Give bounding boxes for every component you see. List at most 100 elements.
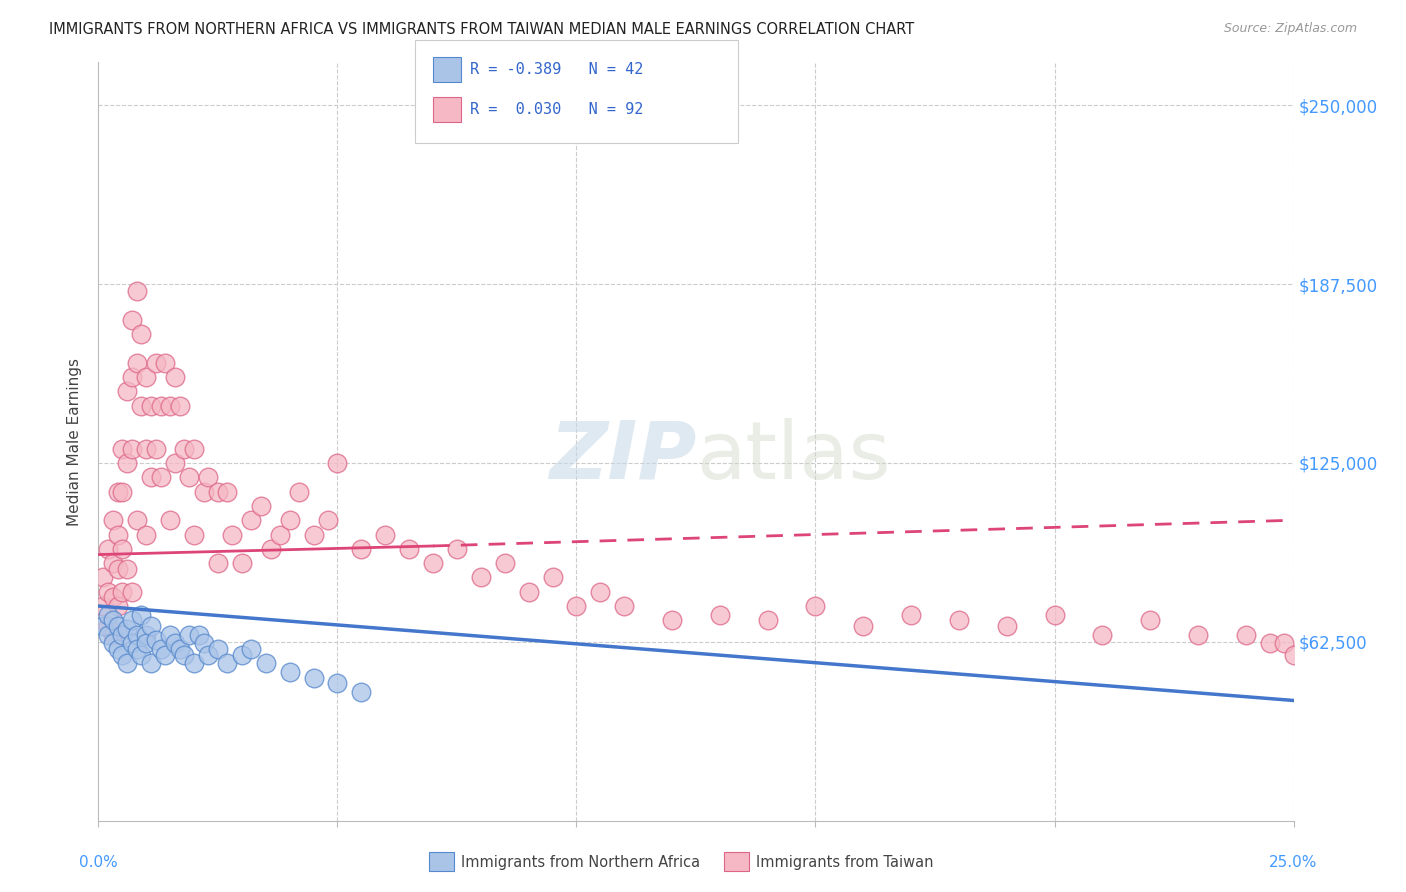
- Point: [139, 619, 162, 633]
- Point: [254, 657, 277, 671]
- Point: [101, 628, 124, 642]
- Point: [173, 442, 195, 456]
- Point: [422, 556, 444, 570]
- Point: [155, 648, 177, 662]
- Point: [250, 499, 273, 513]
- Point: [589, 584, 612, 599]
- Point: [1139, 613, 1161, 627]
- Point: [374, 527, 396, 541]
- Point: [326, 456, 349, 470]
- Point: [240, 513, 263, 527]
- Point: [121, 613, 143, 627]
- Point: [1043, 607, 1066, 622]
- Point: [900, 607, 922, 622]
- Point: [115, 657, 138, 671]
- Text: R = -0.389   N = 42: R = -0.389 N = 42: [470, 62, 643, 77]
- Point: [302, 527, 325, 541]
- Point: [135, 636, 157, 650]
- Point: [107, 484, 129, 499]
- Point: [131, 607, 153, 622]
- Point: [91, 599, 114, 613]
- Point: [125, 628, 148, 642]
- Point: [217, 484, 239, 499]
- Point: [135, 442, 157, 456]
- Point: [193, 484, 215, 499]
- Point: [350, 541, 373, 556]
- Point: [139, 470, 162, 484]
- Point: [278, 513, 301, 527]
- Point: [107, 562, 129, 576]
- Point: [107, 527, 129, 541]
- Point: [125, 513, 148, 527]
- Point: [470, 570, 492, 584]
- Point: [995, 619, 1018, 633]
- Point: [97, 628, 120, 642]
- Point: [1091, 628, 1114, 642]
- Point: [107, 599, 129, 613]
- Point: [121, 313, 143, 327]
- Point: [613, 599, 636, 613]
- Point: [316, 513, 339, 527]
- Point: [111, 541, 134, 556]
- Point: [756, 613, 779, 627]
- Text: 25.0%: 25.0%: [1270, 855, 1317, 870]
- Point: [139, 399, 162, 413]
- Point: [115, 622, 138, 636]
- Point: [326, 676, 349, 690]
- Point: [207, 556, 229, 570]
- Point: [173, 648, 195, 662]
- Point: [135, 370, 157, 384]
- Point: [183, 657, 205, 671]
- Point: [398, 541, 420, 556]
- Point: [1258, 636, 1281, 650]
- Point: [101, 513, 124, 527]
- Point: [661, 613, 683, 627]
- Point: [1282, 648, 1305, 662]
- Point: [111, 442, 134, 456]
- Point: [446, 541, 468, 556]
- Point: [852, 619, 875, 633]
- Point: [1187, 628, 1209, 642]
- Point: [125, 285, 148, 299]
- Point: [1272, 636, 1295, 650]
- Point: [111, 628, 134, 642]
- Point: [163, 636, 186, 650]
- Point: [350, 685, 373, 699]
- Point: [145, 442, 167, 456]
- Point: [111, 484, 134, 499]
- Point: [179, 628, 201, 642]
- Point: [135, 628, 157, 642]
- Point: [121, 370, 143, 384]
- Point: [193, 636, 215, 650]
- Text: R =  0.030   N = 92: R = 0.030 N = 92: [470, 103, 643, 117]
- Point: [231, 648, 253, 662]
- Point: [101, 636, 124, 650]
- Y-axis label: Median Male Earnings: Median Male Earnings: [67, 358, 83, 525]
- Point: [107, 642, 129, 657]
- Point: [197, 470, 219, 484]
- Point: [131, 399, 153, 413]
- Point: [709, 607, 731, 622]
- Point: [125, 356, 148, 370]
- Point: [149, 399, 172, 413]
- Point: [121, 636, 143, 650]
- Point: [101, 613, 124, 627]
- Point: [111, 648, 134, 662]
- Point: [207, 642, 229, 657]
- Point: [107, 619, 129, 633]
- Text: Immigrants from Northern Africa: Immigrants from Northern Africa: [461, 855, 700, 870]
- Point: [115, 384, 138, 399]
- Point: [121, 584, 143, 599]
- Point: [97, 619, 120, 633]
- Point: [101, 591, 124, 605]
- Point: [179, 470, 201, 484]
- Point: [149, 642, 172, 657]
- Point: [139, 657, 162, 671]
- Point: [302, 671, 325, 685]
- Point: [97, 584, 120, 599]
- Point: [125, 642, 148, 657]
- Point: [135, 527, 157, 541]
- Point: [259, 541, 281, 556]
- Point: [494, 556, 516, 570]
- Point: [101, 556, 124, 570]
